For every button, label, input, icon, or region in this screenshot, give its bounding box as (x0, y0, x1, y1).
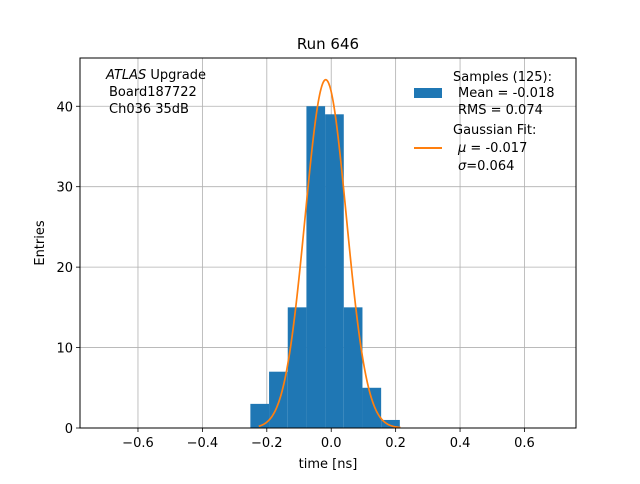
legend-fit-mu: = -0.017 (466, 141, 527, 156)
histogram-bars (250, 106, 400, 429)
y-tick-label: 20 (56, 261, 73, 276)
legend-samples-rms: RMS = 0.074 (458, 103, 543, 118)
legend-samples-swatch (414, 88, 442, 98)
x-axis-ticks: −0.6 −0.4 −0.2 0.0 0.2 0.4 0.6 (122, 428, 535, 451)
histogram-bar (250, 403, 270, 428)
atlas-annotation: ATLAS Upgrade Board187722 Ch036 35dB (105, 68, 206, 117)
gaussian-fit-curve (258, 78, 401, 429)
svg-text:σ=0.064: σ=0.064 (458, 159, 514, 174)
legend-fit-sigma-symbol: σ (458, 159, 467, 174)
annotation-upgrade: Upgrade (146, 68, 206, 83)
annotation-board: Board187722 (109, 85, 197, 100)
legend-fit-title: Gaussian Fit: (453, 123, 536, 138)
y-tick-label: 40 (56, 100, 73, 115)
x-axis-label: time [ns] (299, 457, 358, 472)
histogram-bar (381, 419, 400, 428)
chart-title: Run 646 (297, 35, 359, 53)
svg-text:ATLAS Upgrade: ATLAS Upgrade (105, 68, 206, 83)
legend-fit-sigma: =0.064 (466, 159, 514, 174)
legend-samples-mean: Mean = -0.018 (458, 86, 554, 101)
x-tick-label: 0.6 (514, 436, 535, 451)
y-tick-label: 10 (56, 342, 73, 357)
x-tick-label: 0.0 (321, 436, 342, 451)
x-tick-label: 0.2 (385, 436, 406, 451)
histogram-bar (287, 307, 307, 428)
y-axis-label: Entries (33, 220, 48, 266)
x-tick-label: −0.4 (187, 436, 219, 451)
legend: Samples (125): Mean = -0.018 RMS = 0.074… (414, 70, 554, 174)
plot-frame (79, 57, 577, 429)
histogram-bar (362, 387, 382, 428)
histogram-bar (325, 114, 344, 428)
histogram-bar (343, 307, 363, 428)
legend-samples-title: Samples (125): (453, 70, 552, 85)
y-tick-label: 30 (56, 181, 73, 196)
histogram-bar (306, 106, 326, 429)
y-axis-ticks: 0 10 20 30 40 (56, 100, 80, 437)
x-tick-label: 0.4 (450, 436, 471, 451)
legend-fit-mu-symbol: μ (457, 141, 466, 156)
annotation-atlas: ATLAS (105, 68, 146, 83)
x-tick-label: −0.6 (122, 436, 154, 451)
annotation-channel: Ch036 35dB (109, 102, 189, 117)
y-tick-label: 0 (65, 422, 73, 437)
svg-text:μ = -0.017: μ = -0.017 (457, 141, 527, 156)
x-tick-label: −0.2 (251, 436, 283, 451)
